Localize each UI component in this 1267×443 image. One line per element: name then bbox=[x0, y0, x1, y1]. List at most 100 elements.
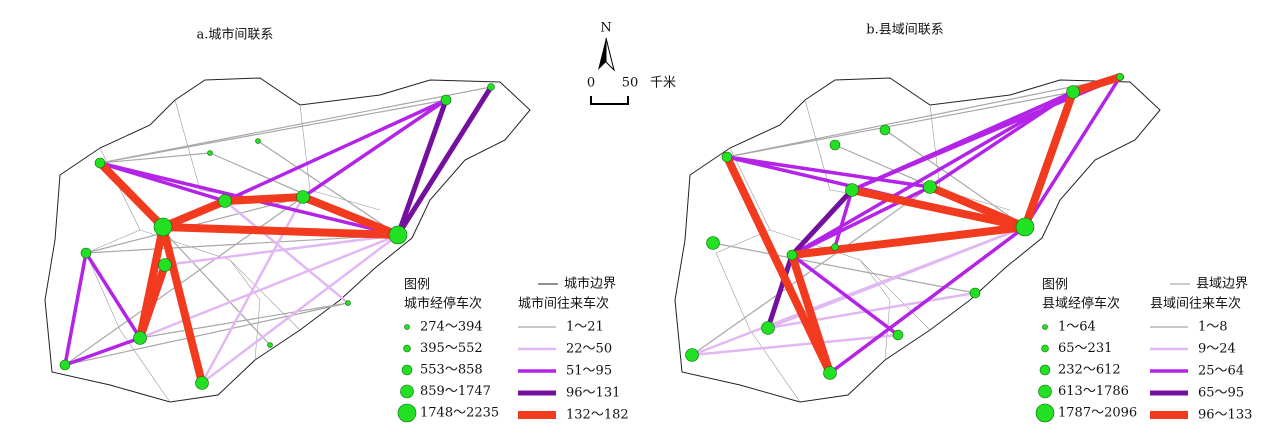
link-legend-label: 132～182 bbox=[566, 408, 629, 423]
link bbox=[828, 225, 1027, 375]
node-legend-symbol bbox=[400, 384, 414, 399]
link bbox=[765, 252, 795, 331]
node-legend-symbol bbox=[1035, 403, 1055, 423]
link bbox=[63, 251, 88, 367]
north-arrow: N bbox=[598, 21, 615, 72]
link-legend-label: 96～131 bbox=[566, 386, 620, 401]
inner-boundary bbox=[229, 259, 261, 361]
link bbox=[1021, 88, 1077, 231]
node bbox=[829, 139, 841, 151]
link bbox=[139, 302, 349, 339]
node-legend-symbol bbox=[1039, 364, 1051, 376]
link bbox=[99, 152, 211, 164]
scale-bar: 0 50 千米 bbox=[587, 76, 676, 105]
link bbox=[726, 76, 1121, 158]
node bbox=[267, 342, 273, 348]
node-legend-symbol bbox=[1038, 384, 1052, 399]
node-legend-symbol bbox=[1042, 324, 1048, 330]
north-label: N bbox=[600, 21, 611, 36]
node-legend-label: 859～1747 bbox=[420, 384, 491, 399]
link bbox=[788, 223, 1029, 259]
node bbox=[845, 183, 859, 197]
link-legend-label: 51～95 bbox=[566, 364, 612, 379]
scale-unit: 千米 bbox=[650, 76, 676, 91]
link bbox=[159, 223, 206, 387]
link bbox=[833, 188, 854, 249]
link-legend-label: 9～24 bbox=[1198, 342, 1236, 357]
node bbox=[879, 124, 891, 136]
link bbox=[1023, 75, 1122, 229]
node-legend-symbol bbox=[1041, 344, 1049, 353]
link bbox=[690, 225, 1027, 357]
link bbox=[99, 99, 447, 164]
link bbox=[221, 193, 307, 205]
node bbox=[1066, 85, 1080, 99]
node-legend-label: 232～612 bbox=[1058, 363, 1121, 378]
link-legend-label: 65～95 bbox=[1198, 386, 1244, 401]
link bbox=[790, 253, 900, 337]
node bbox=[158, 258, 172, 272]
link bbox=[159, 197, 229, 231]
link bbox=[85, 234, 399, 254]
node-legend-symbol bbox=[397, 403, 417, 423]
node-legend-title: 县域经停车次 bbox=[1042, 296, 1120, 312]
link bbox=[690, 333, 900, 357]
link bbox=[200, 233, 400, 385]
link bbox=[789, 187, 855, 258]
node bbox=[786, 249, 798, 261]
node-legend-title: 城市经停车次 bbox=[404, 296, 482, 312]
node-legend-symbol bbox=[404, 324, 410, 330]
link bbox=[136, 223, 167, 342]
node bbox=[80, 247, 92, 259]
node bbox=[892, 329, 904, 341]
node-legend-label: 1787～2096 bbox=[1058, 406, 1137, 421]
link bbox=[98, 161, 227, 203]
link-legend-title: 城市间往来车次 bbox=[518, 296, 609, 312]
node-legend-label: 553～858 bbox=[420, 363, 483, 378]
link bbox=[159, 223, 402, 239]
node bbox=[59, 359, 71, 371]
link bbox=[395, 84, 494, 238]
inner-boundary bbox=[715, 252, 801, 403]
link bbox=[395, 97, 449, 238]
node bbox=[969, 287, 981, 299]
node bbox=[133, 331, 147, 345]
map-title: a.城市间联系 bbox=[197, 27, 274, 43]
node bbox=[388, 225, 408, 245]
link bbox=[96, 159, 167, 231]
link bbox=[257, 140, 399, 236]
link-legend-title: 县域间往来车次 bbox=[1150, 296, 1241, 312]
link bbox=[301, 98, 448, 199]
node-legend-symbol bbox=[401, 364, 413, 376]
link bbox=[63, 336, 142, 367]
node-legend-label: 274～394 bbox=[420, 320, 483, 335]
link-legend-label: 25～64 bbox=[1198, 364, 1244, 379]
node bbox=[1116, 73, 1124, 81]
node bbox=[94, 157, 106, 169]
link bbox=[1069, 73, 1124, 96]
link bbox=[223, 98, 448, 203]
node bbox=[207, 150, 213, 156]
link bbox=[884, 129, 1026, 228]
scale-start: 0 bbox=[587, 76, 595, 91]
link bbox=[299, 193, 402, 239]
node bbox=[296, 190, 310, 204]
link-legend-label: 1～8 bbox=[1198, 320, 1228, 335]
node-legend-label: 1～64 bbox=[1058, 320, 1096, 335]
link bbox=[712, 242, 976, 294]
link-legend-label: 1～21 bbox=[566, 320, 604, 335]
node-legend-symbol bbox=[403, 344, 411, 353]
inner-boundary bbox=[299, 104, 381, 211]
node bbox=[440, 94, 452, 106]
node bbox=[487, 83, 495, 91]
link bbox=[725, 155, 932, 189]
node-legend-label: 65～231 bbox=[1058, 341, 1112, 356]
link-legend-label: 22～50 bbox=[566, 342, 612, 357]
scale-end: 50 bbox=[622, 76, 639, 91]
node-legend-label: 613～1786 bbox=[1058, 384, 1129, 399]
link bbox=[64, 196, 304, 366]
